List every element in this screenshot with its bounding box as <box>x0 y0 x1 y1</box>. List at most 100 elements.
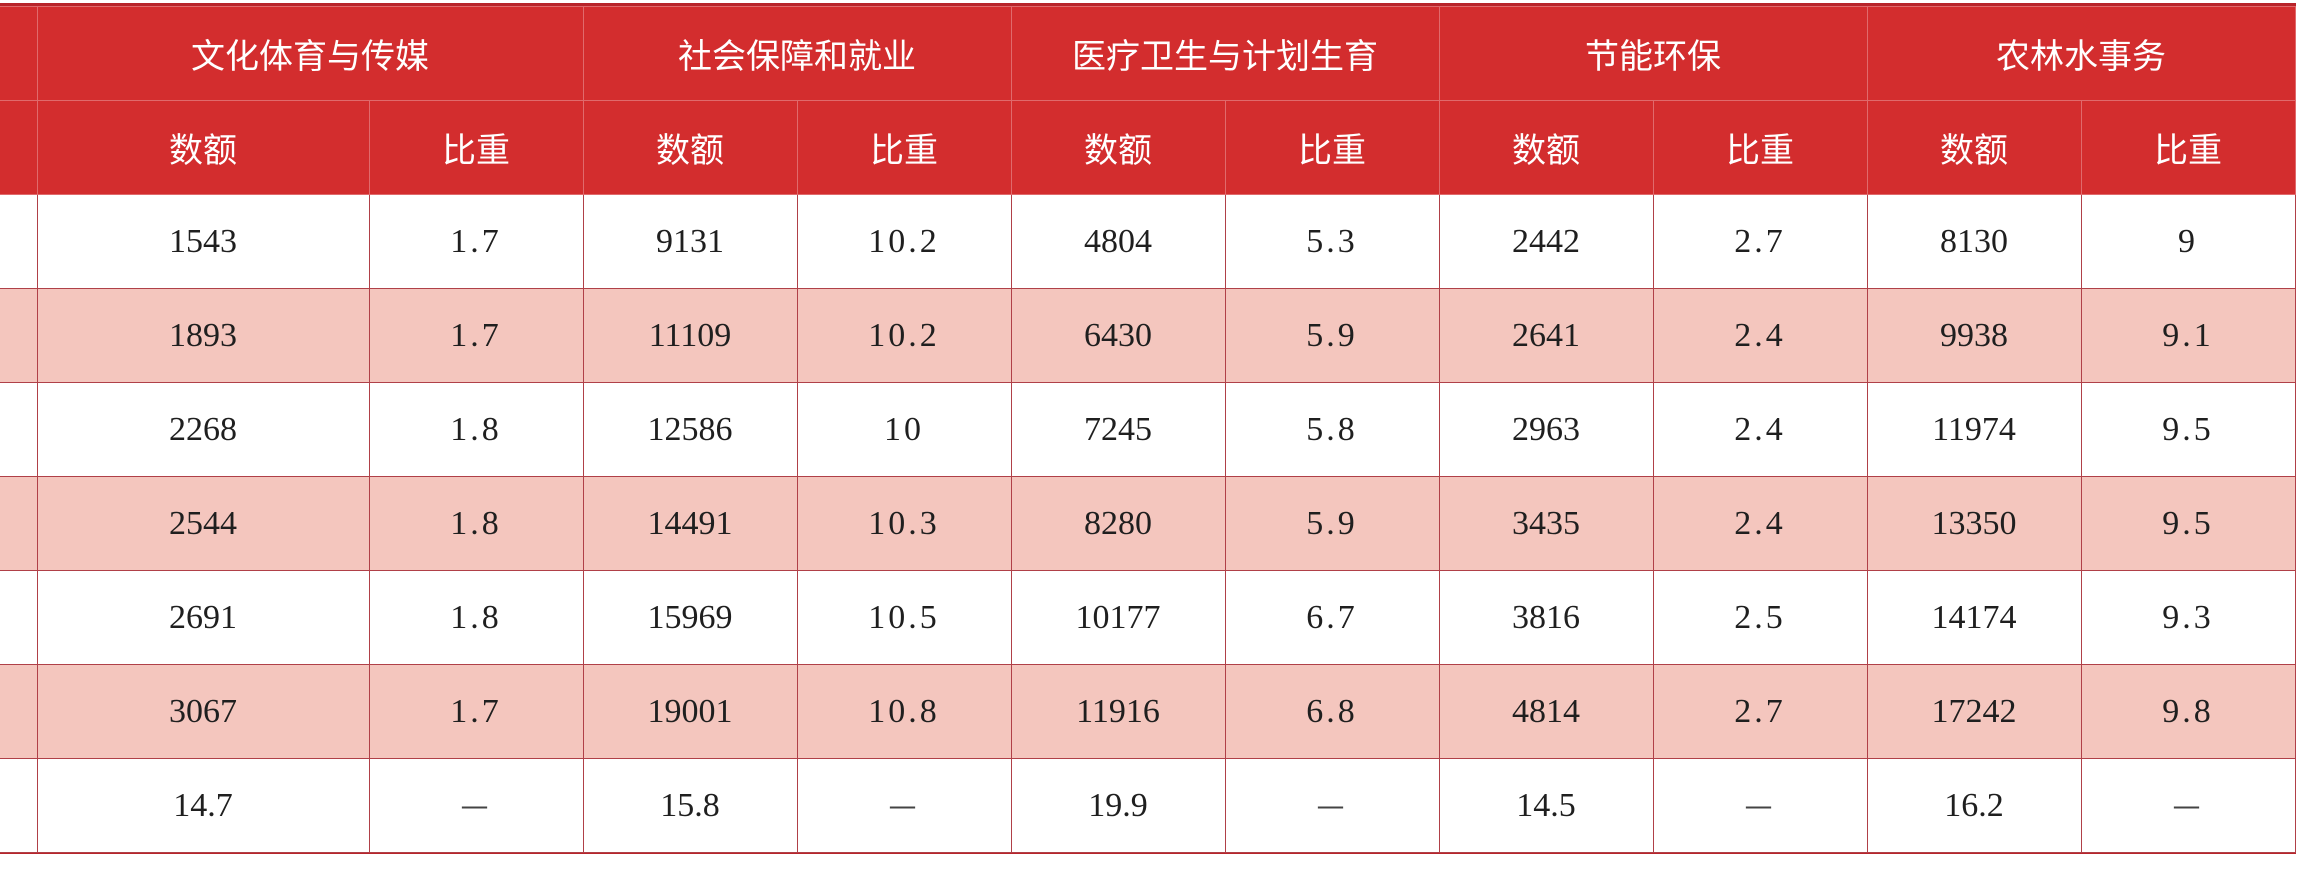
stub-subheader-cell <box>0 100 38 195</box>
table-header: 文化体育与传媒 社会保障和就业 医疗卫生与计划生育 节能环保 农林水事务 数额 … <box>0 6 2296 195</box>
amount-cell: 11916 <box>1010 664 1226 759</box>
ratio-cell: 5.9 <box>1224 476 1440 571</box>
data-table: 文化体育与传媒 社会保障和就业 医疗卫生与计划生育 节能环保 农林水事务 数额 … <box>0 6 2296 853</box>
group-header-agriculture: 农林水事务 <box>1866 6 2296 101</box>
ratio-cell: 9.1 <box>2080 288 2296 383</box>
table-row: 3067 1.7 19001 10.8 11916 6.8 4814 2.7 17242 9.8 <box>0 664 2296 759</box>
sub-header-ratio: 比重 <box>368 100 584 195</box>
ratio-cell: — <box>2080 758 2296 853</box>
ratio-cell: 2.4 <box>1652 288 1868 383</box>
ratio-cell: 1.8 <box>368 570 584 665</box>
sub-header-amount: 数额 <box>1010 100 1226 195</box>
amount-cell: 16.2 <box>1866 758 2082 853</box>
ratio-cell: 5.9 <box>1224 288 1440 383</box>
amount-cell: 1543 <box>36 194 370 289</box>
ratio-cell: — <box>1224 758 1440 853</box>
amount-cell: 12586 <box>582 382 798 477</box>
row-stub-cell <box>0 382 38 477</box>
ratio-cell: 2.5 <box>1652 570 1868 665</box>
ratio-cell: 1.7 <box>368 288 584 383</box>
table-row: 1543 1.7 9131 10.2 4804 5.3 2442 2.7 8130 9 <box>0 194 2296 289</box>
ratio-cell: 6.8 <box>1224 664 1440 759</box>
amount-cell: 13350 <box>1866 476 2082 571</box>
ratio-cell: 5.3 <box>1224 194 1440 289</box>
ratio-cell: 10.2 <box>796 288 1012 383</box>
ratio-cell: 9.3 <box>2080 570 2296 665</box>
table-row: 2544 1.8 14491 10.3 8280 5.9 3435 2.4 13350 9.5 <box>0 476 2296 571</box>
amount-cell: 4814 <box>1438 664 1654 759</box>
amount-cell: 17242 <box>1866 664 2082 759</box>
amount-cell: 3067 <box>36 664 370 759</box>
amount-cell: 2691 <box>36 570 370 665</box>
group-header-row: 文化体育与传媒 社会保障和就业 医疗卫生与计划生育 节能环保 农林水事务 <box>0 6 2296 101</box>
ratio-cell: 2.4 <box>1652 382 1868 477</box>
ratio-cell: 1.7 <box>368 194 584 289</box>
ratio-cell: 9 <box>2080 194 2296 289</box>
sub-header-amount: 数额 <box>1438 100 1654 195</box>
table-row: 14.7—15.8—19.9—14.5—16.2— <box>0 758 2296 853</box>
group-header-culture: 文化体育与传媒 <box>36 6 584 101</box>
row-stub-cell <box>0 758 38 853</box>
ratio-cell: 9.5 <box>2080 382 2296 477</box>
ratio-cell: 1.8 <box>368 476 584 571</box>
row-stub-cell <box>0 288 38 383</box>
sub-header-ratio: 比重 <box>2080 100 2296 195</box>
stub-header-cell <box>0 6 38 101</box>
amount-cell: 19001 <box>582 664 798 759</box>
ratio-cell: 6.7 <box>1224 570 1440 665</box>
amount-cell: 19.9 <box>1010 758 1226 853</box>
amount-cell: 3816 <box>1438 570 1654 665</box>
sub-header-ratio: 比重 <box>1652 100 1868 195</box>
data-table-container: 文化体育与传媒 社会保障和就业 医疗卫生与计划生育 节能环保 农林水事务 数额 … <box>0 3 2296 854</box>
ratio-cell: 2.4 <box>1652 476 1868 571</box>
ratio-cell: 1.8 <box>368 382 584 477</box>
ratio-cell: — <box>368 758 584 853</box>
ratio-cell: 10.8 <box>796 664 1012 759</box>
sub-header-amount: 数额 <box>582 100 798 195</box>
amount-cell: 10177 <box>1010 570 1226 665</box>
row-stub-cell <box>0 570 38 665</box>
row-stub-cell <box>0 664 38 759</box>
ratio-cell: 1.7 <box>368 664 584 759</box>
group-header-environment: 节能环保 <box>1438 6 1868 101</box>
amount-cell: 9938 <box>1866 288 2082 383</box>
sub-header-amount: 数额 <box>1866 100 2082 195</box>
ratio-cell: 10.5 <box>796 570 1012 665</box>
amount-cell: 3435 <box>1438 476 1654 571</box>
sub-header-ratio: 比重 <box>1224 100 1440 195</box>
amount-cell: 15.8 <box>582 758 798 853</box>
amount-cell: 1893 <box>36 288 370 383</box>
amount-cell: 11109 <box>582 288 798 383</box>
sub-header-ratio: 比重 <box>796 100 1012 195</box>
ratio-cell: 10.2 <box>796 194 1012 289</box>
amount-cell: 2268 <box>36 382 370 477</box>
amount-cell: 14491 <box>582 476 798 571</box>
amount-cell: 14.5 <box>1438 758 1654 853</box>
ratio-cell: 10.3 <box>796 476 1012 571</box>
ratio-cell: 2.7 <box>1652 194 1868 289</box>
amount-cell: 14.7 <box>36 758 370 853</box>
amount-cell: 9131 <box>582 194 798 289</box>
amount-cell: 15969 <box>582 570 798 665</box>
table-row: 2268 1.8 12586 10 7245 5.8 2963 2.4 11974 9.5 <box>0 382 2296 477</box>
ratio-cell: 9.5 <box>2080 476 2296 571</box>
ratio-cell: — <box>1652 758 1868 853</box>
amount-cell: 2963 <box>1438 382 1654 477</box>
ratio-cell: — <box>796 758 1012 853</box>
sub-header-amount: 数额 <box>36 100 370 195</box>
row-stub-cell <box>0 476 38 571</box>
sub-header-row: 数额 比重 数额 比重 数额 比重 数额 比重 数额 比重 <box>0 100 2296 195</box>
amount-cell: 8130 <box>1866 194 2082 289</box>
amount-cell: 8280 <box>1010 476 1226 571</box>
amount-cell: 6430 <box>1010 288 1226 383</box>
ratio-cell: 5.8 <box>1224 382 1440 477</box>
amount-cell: 14174 <box>1866 570 2082 665</box>
amount-cell: 2641 <box>1438 288 1654 383</box>
amount-cell: 2544 <box>36 476 370 571</box>
amount-cell: 4804 <box>1010 194 1226 289</box>
group-header-healthcare: 医疗卫生与计划生育 <box>1010 6 1440 101</box>
table-row: 2691 1.8 15969 10.5 10177 6.7 3816 2.5 14174 9.3 <box>0 570 2296 665</box>
ratio-cell: 10 <box>796 382 1012 477</box>
group-header-social-security: 社会保障和就业 <box>582 6 1012 101</box>
amount-cell: 7245 <box>1010 382 1226 477</box>
